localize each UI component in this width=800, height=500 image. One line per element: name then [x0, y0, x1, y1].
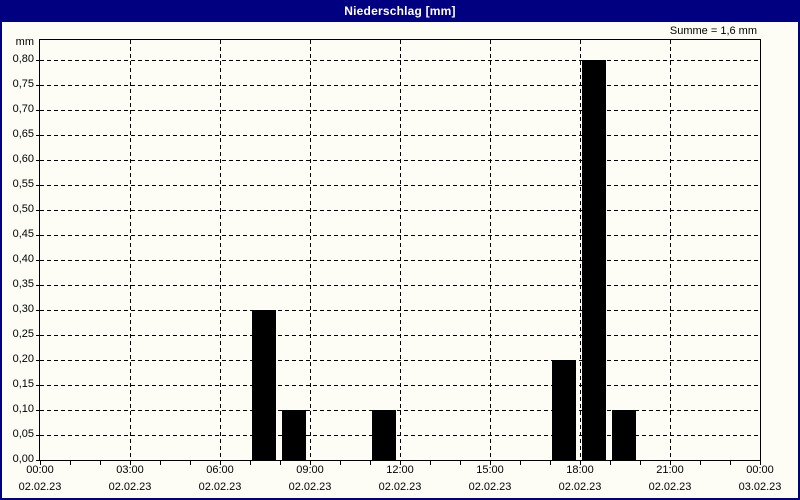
x-axis-tick: [370, 460, 371, 465]
x-axis-date-label: 02.02.23: [288, 481, 332, 493]
y-axis-tick-label: 0,00: [12, 453, 34, 465]
y-axis-tick: [36, 110, 40, 111]
x-axis-date-label: 02.02.23: [18, 481, 62, 493]
y-axis-tick-label: 0,65: [12, 128, 34, 140]
x-axis-tick: [760, 460, 761, 465]
x-axis-time-label: 09:00: [296, 464, 324, 476]
x-axis-time-label: 00:00: [26, 464, 54, 476]
x-axis-date-label: 02.02.23: [198, 481, 242, 493]
gridline-vertical: [400, 40, 401, 460]
x-axis-tick: [310, 460, 311, 465]
x-axis-tick: [520, 460, 521, 465]
x-axis-time-label: 00:00: [746, 464, 774, 476]
x-axis-tick: [400, 460, 401, 465]
x-axis-date-label: 02.02.23: [558, 481, 602, 493]
gridline-vertical: [670, 40, 671, 460]
x-axis-date-label: 02.02.23: [108, 481, 152, 493]
y-axis-tick: [36, 60, 40, 61]
y-axis-tick-label: 0,60: [12, 153, 34, 165]
sum-total-label: Summe = 1,6 mm: [669, 25, 757, 37]
x-axis-tick: [670, 460, 671, 465]
y-axis-tick: [36, 385, 40, 386]
y-axis-tick: [36, 235, 40, 236]
y-axis-tick: [36, 335, 40, 336]
x-axis-tick: [610, 460, 611, 465]
y-axis-unit-label: mm: [15, 36, 34, 48]
precipitation-bar: [252, 310, 276, 460]
y-axis-tick: [36, 135, 40, 136]
y-axis-tick: [36, 260, 40, 261]
precipitation-bar: [372, 410, 396, 460]
y-axis-tick-label: 0,25: [12, 328, 34, 340]
y-axis-tick: [36, 460, 40, 461]
y-axis-tick-label: 0,70: [12, 103, 34, 115]
gridline-vertical: [310, 40, 311, 460]
gridline-vertical: [220, 40, 221, 460]
chart-title: Niederschlag [mm]: [344, 4, 456, 18]
x-axis-time-label: 03:00: [116, 464, 144, 476]
x-axis-date-label: 03.02.23: [738, 481, 782, 493]
x-axis-tick: [160, 460, 161, 465]
x-axis-tick: [640, 460, 641, 465]
precipitation-bar: [582, 60, 606, 460]
precipitation-bar: [552, 360, 576, 460]
y-axis-tick: [36, 210, 40, 211]
x-axis-tick: [280, 460, 281, 465]
x-axis-tick: [100, 460, 101, 465]
y-axis-tick-label: 0,50: [12, 203, 34, 215]
x-axis-time-label: 21:00: [656, 464, 684, 476]
y-axis-tick-label: 0,55: [12, 178, 34, 190]
x-axis-tick: [730, 460, 731, 465]
y-axis-tick-label: 0,45: [12, 228, 34, 240]
y-axis-tick: [36, 185, 40, 186]
y-axis-tick-label: 0,75: [12, 78, 34, 90]
x-axis-tick: [190, 460, 191, 465]
y-axis-tick-label: 0,15: [12, 378, 34, 390]
x-axis-tick: [220, 460, 221, 465]
x-axis-date-label: 02.02.23: [648, 481, 692, 493]
y-axis-tick: [36, 360, 40, 361]
x-axis-tick: [490, 460, 491, 465]
precipitation-bar: [282, 410, 306, 460]
x-axis-tick: [550, 460, 551, 465]
y-axis-tick: [36, 310, 40, 311]
y-axis-tick: [36, 285, 40, 286]
y-axis-tick-label: 0,40: [12, 253, 34, 265]
x-axis-date-label: 02.02.23: [468, 481, 512, 493]
y-axis-tick-label: 0,05: [12, 428, 34, 440]
y-axis-tick: [36, 435, 40, 436]
x-axis-tick: [340, 460, 341, 465]
y-axis-tick-label: 0,30: [12, 303, 34, 315]
x-axis-tick: [70, 460, 71, 465]
x-axis-tick: [700, 460, 701, 465]
gridline-vertical: [130, 40, 131, 460]
y-axis-tick-label: 0,35: [12, 278, 34, 290]
x-axis-tick: [580, 460, 581, 465]
plot-area: 0,80 0,75 0,70 0,65 0,60 0,55 0,50 0,45 0,40 0,35…: [13, 36, 782, 493]
y-axis-tick-label: 0,10: [12, 403, 34, 415]
x-axis-time-label: 18:00: [566, 464, 594, 476]
x-axis-time-label: 12:00: [386, 464, 414, 476]
x-axis-time-label: 06:00: [206, 464, 234, 476]
x-axis-date-label: 02.02.23: [378, 481, 422, 493]
gridline-vertical: [580, 40, 581, 460]
y-axis-tick: [36, 160, 40, 161]
y-axis-tick-label: 0,20: [12, 353, 34, 365]
x-axis-tick: [460, 460, 461, 465]
y-axis-tick: [36, 410, 40, 411]
x-axis-tick: [430, 460, 431, 465]
y-axis-tick-label: 0,80: [12, 53, 34, 65]
x-axis-tick: [250, 460, 251, 465]
gridline-vertical: [490, 40, 491, 460]
x-axis-tick: [40, 460, 41, 465]
x-axis-tick: [130, 460, 131, 465]
x-axis-time-label: 15:00: [476, 464, 504, 476]
window-titlebar[interactable]: Niederschlag [mm]: [0, 0, 800, 22]
precipitation-bar: [612, 410, 636, 460]
y-axis-tick: [36, 85, 40, 86]
